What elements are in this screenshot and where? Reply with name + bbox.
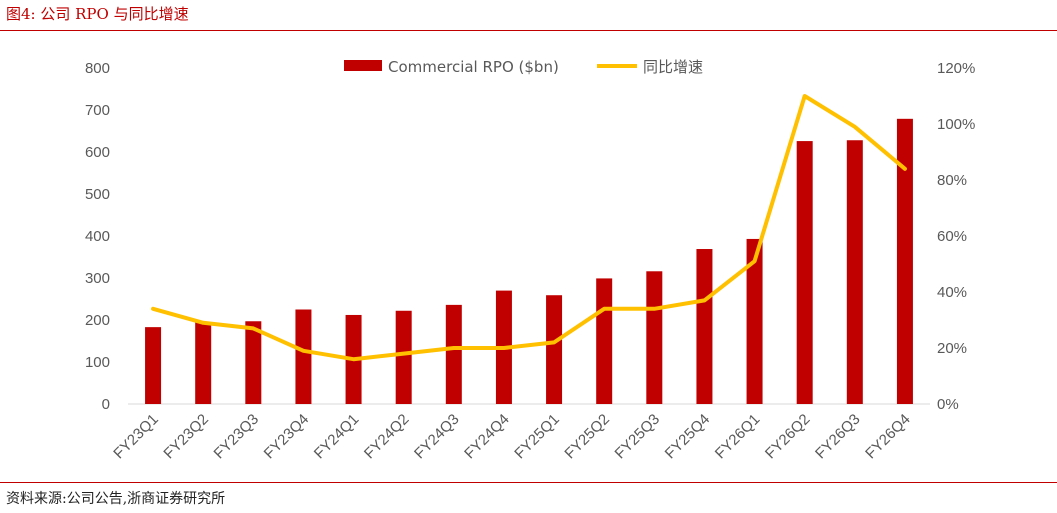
rpo-bar-fy25q2 — [596, 278, 613, 404]
x-axis-labels: FY23Q1FY23Q2FY23Q3FY23Q4FY24Q1FY24Q2FY24… — [110, 411, 913, 463]
left-axis-tick: 700 — [85, 102, 110, 119]
rpo-bar-fy26q3 — [846, 140, 863, 405]
legend-bar-swatch — [344, 60, 382, 71]
bottom-divider — [0, 482, 1057, 483]
top-divider — [0, 30, 1057, 31]
left-axis-tick: 400 — [85, 228, 110, 245]
rpo-bar-fy24q3 — [445, 304, 462, 404]
right-axis-tick: 0% — [937, 396, 959, 413]
x-axis-label: FY25Q3 — [612, 411, 664, 463]
x-axis-label: FY26Q3 — [812, 411, 864, 463]
growth-line-series — [151, 94, 907, 362]
x-axis-label: FY24Q1 — [311, 411, 363, 463]
x-axis-label: FY24Q2 — [361, 411, 413, 463]
rpo-bar-fy26q2 — [796, 141, 813, 404]
x-axis-label: FY25Q1 — [511, 411, 563, 463]
rpo-bar-fy23q1 — [145, 327, 162, 404]
x-axis-label: FY25Q2 — [561, 411, 613, 463]
rpo-bar-fy23q2 — [195, 322, 212, 404]
rpo-bar-fy24q2 — [395, 310, 412, 404]
x-axis-label: FY26Q1 — [712, 411, 764, 463]
legend: Commercial RPO ($bn) 同比增速 — [344, 58, 703, 76]
figure-title: 图4: 公司 RPO 与同比增速 — [6, 5, 189, 23]
x-axis-label: FY23Q4 — [261, 411, 313, 463]
left-axis-tick: 600 — [85, 144, 110, 161]
rpo-bar-fy23q4 — [295, 309, 312, 404]
left-axis-tick: 500 — [85, 186, 110, 203]
right-axis-tick: 120% — [937, 60, 975, 77]
x-axis-label: FY23Q3 — [211, 411, 263, 463]
x-axis-label: FY23Q1 — [110, 411, 162, 463]
left-axis: 0 100 200 300 400 500 600 700 800 — [85, 60, 110, 413]
rpo-bars — [145, 118, 913, 405]
legend-bar-label: Commercial RPO ($bn) — [388, 58, 559, 76]
legend-line-label: 同比增速 — [643, 58, 703, 76]
x-axis-label: FY26Q2 — [762, 411, 814, 463]
rpo-bar-fy25q1 — [546, 295, 563, 404]
left-axis-tick: 100 — [85, 354, 110, 371]
left-axis-tick: 300 — [85, 270, 110, 287]
x-axis-label: FY26Q4 — [862, 411, 914, 463]
right-axis-tick: 60% — [937, 228, 967, 245]
x-axis-label: FY24Q3 — [411, 411, 463, 463]
rpo-bar-fy25q3 — [646, 271, 663, 404]
right-axis-tick: 100% — [937, 116, 975, 133]
rpo-bar-fy25q4 — [696, 249, 713, 404]
right-axis: 0% 20% 40% 60% 80% 100% 120% — [937, 60, 975, 413]
left-axis-tick: 0 — [102, 396, 110, 413]
right-axis-tick: 80% — [937, 172, 967, 189]
source-note: 资料来源:公司公告,浙商证券研究所 — [6, 491, 226, 507]
rpo-bar-fy23q3 — [245, 321, 262, 404]
left-axis-tick: 800 — [85, 60, 110, 77]
right-axis-tick: 40% — [937, 284, 967, 301]
rpo-bar-fy26q1 — [746, 238, 763, 404]
growth-line — [151, 94, 907, 362]
rpo-combo-chart: Commercial RPO ($bn) 同比增速 0 100 200 300 400 5… — [85, 58, 975, 463]
rpo-bar-fy26q4 — [896, 118, 913, 404]
x-axis-label: FY23Q2 — [160, 411, 212, 463]
x-axis-label: FY25Q4 — [662, 411, 714, 463]
left-axis-tick: 200 — [85, 312, 110, 329]
x-axis-label: FY24Q4 — [461, 411, 513, 463]
right-axis-tick: 20% — [937, 340, 967, 357]
